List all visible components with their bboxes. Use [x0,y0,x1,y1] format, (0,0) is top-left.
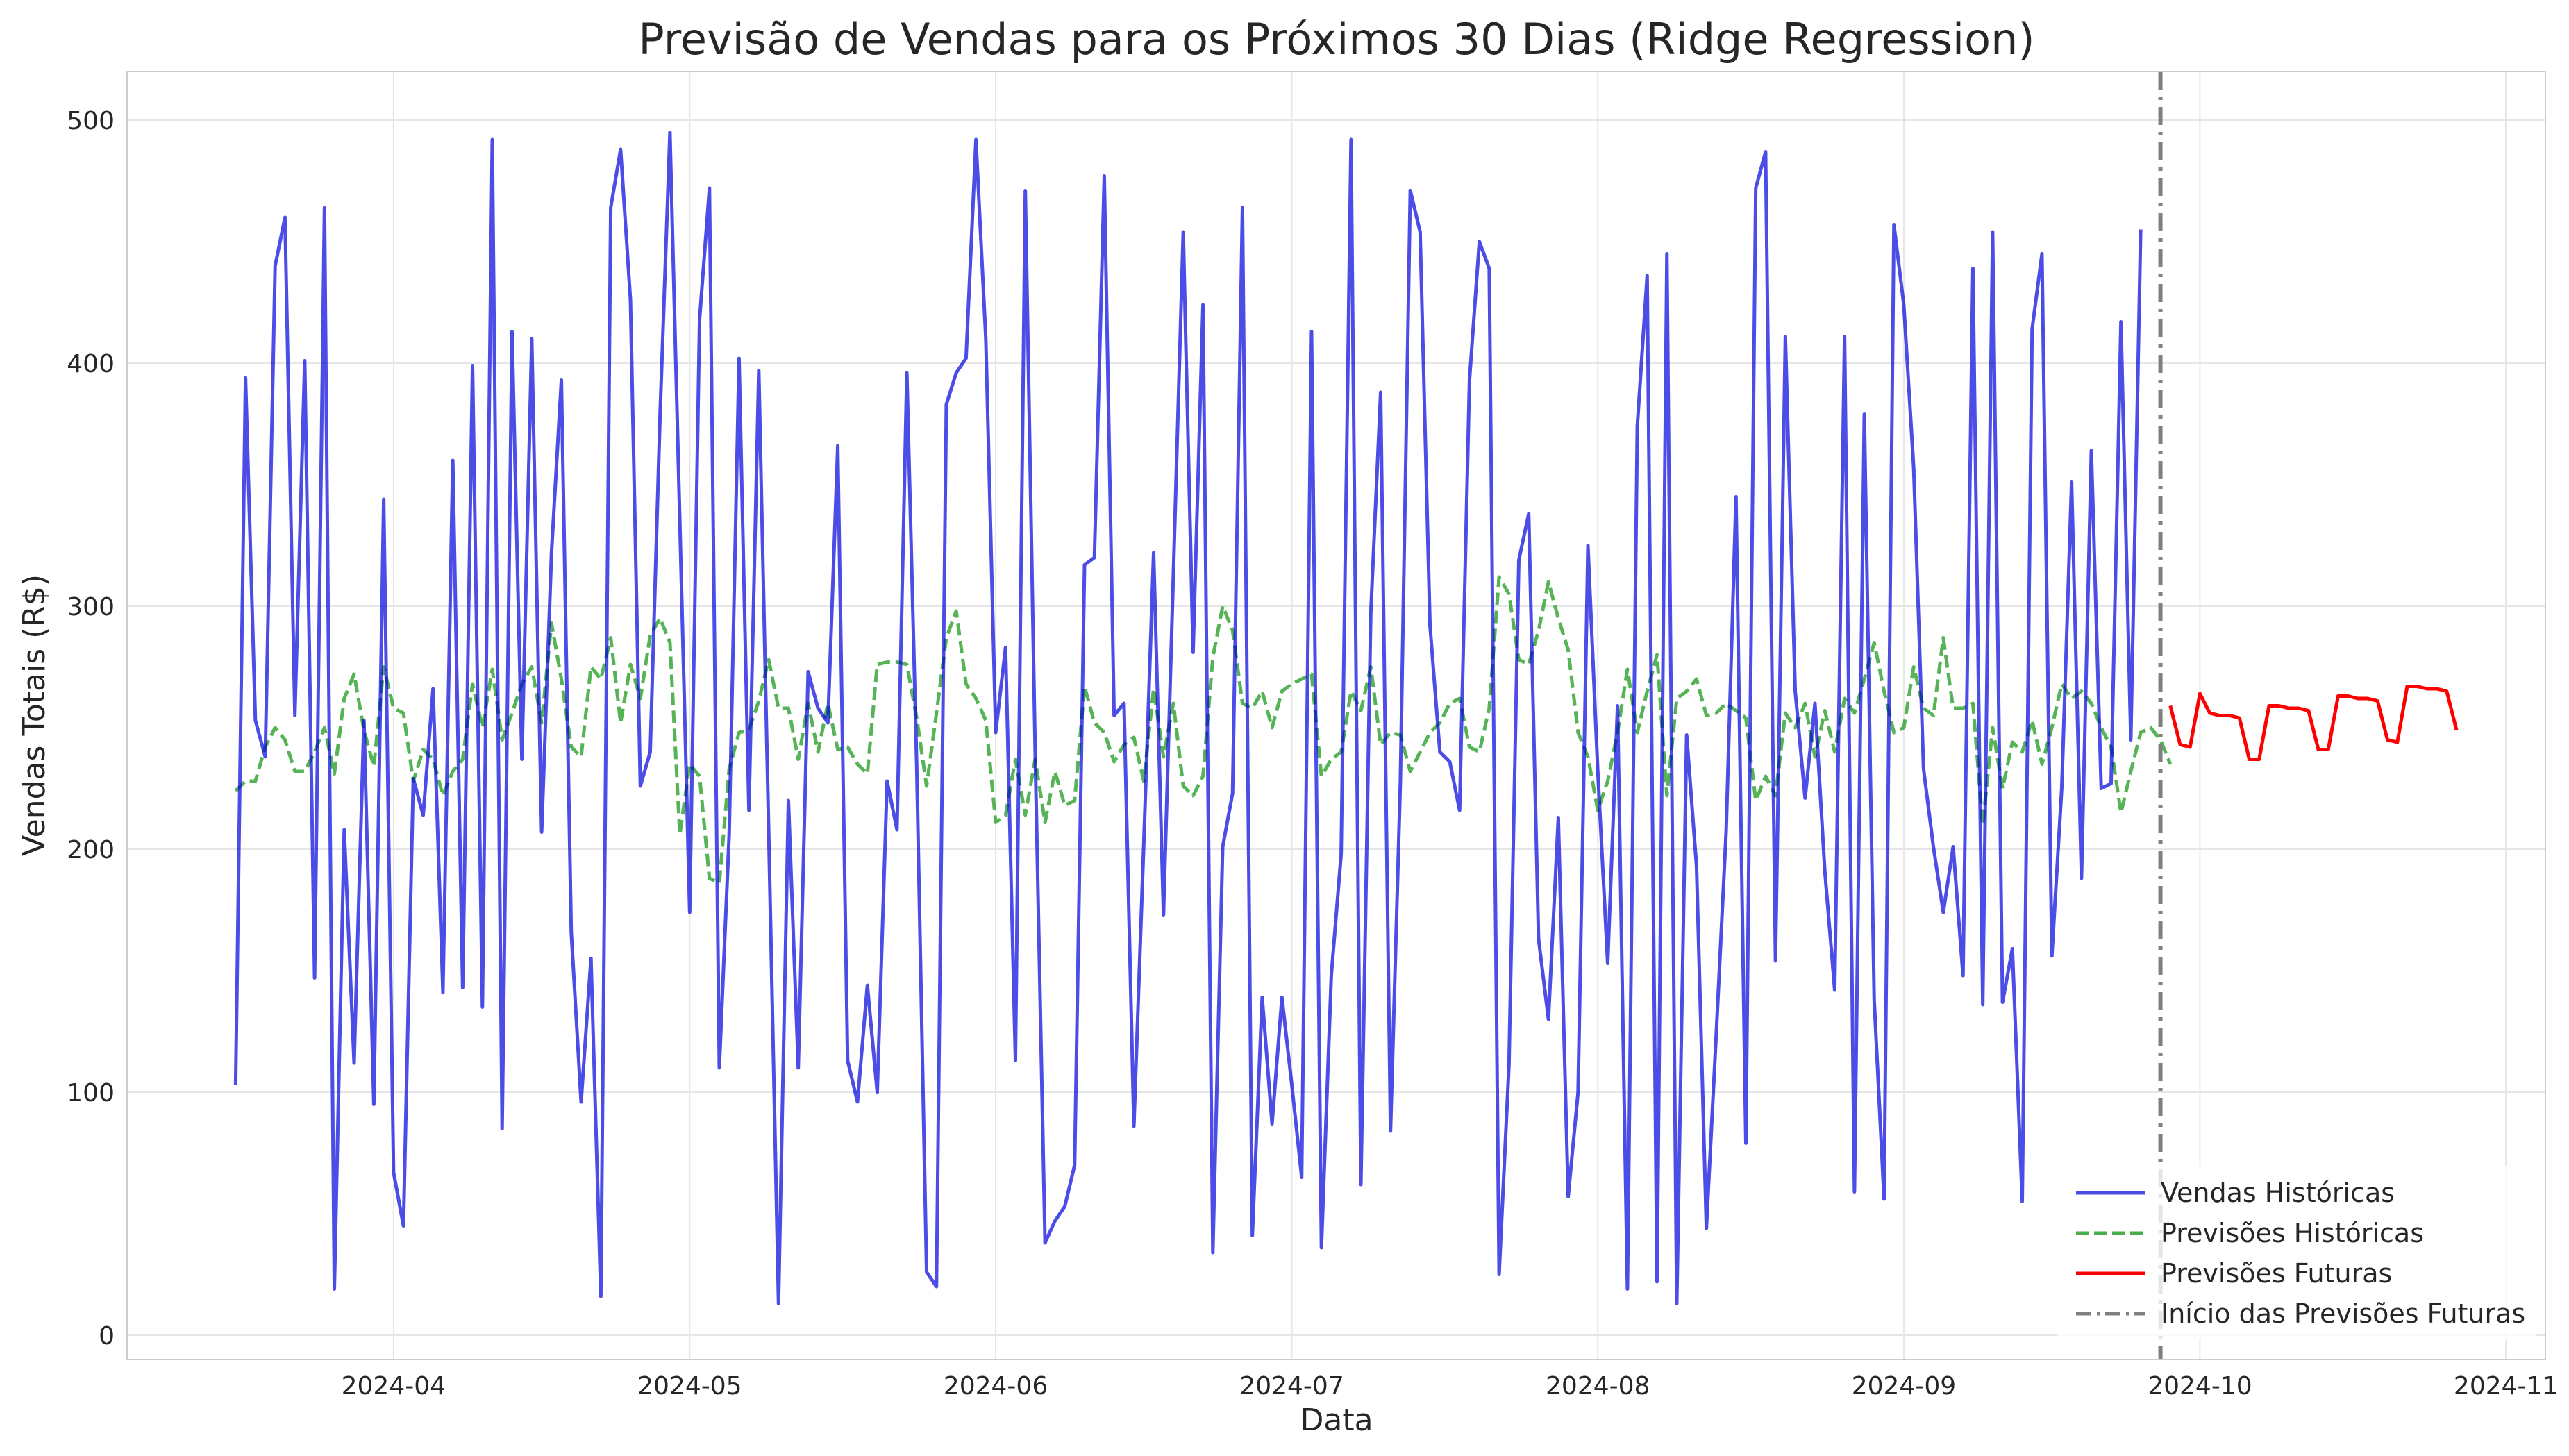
y-tick-label: 100 [67,1079,115,1107]
y-tick-label: 400 [67,350,115,378]
x-tick-label: 2024-08 [1546,1372,1650,1400]
axis-ticks: 2024-04 2024-05 2024-06 2024-07 2024-08 2024-… [67,107,2558,1400]
y-axis-title: Vendas Totais (R$) [17,574,52,856]
x-tick-label: 2024-10 [2148,1372,2252,1400]
chart-title: Previsão de Vendas para os Próximos 30 D… [638,14,2034,65]
x-tick-label: 2024-04 [342,1372,446,1400]
y-tick-label: 500 [67,107,115,135]
legend-box [2057,1166,2536,1340]
x-tick-label: 2024-07 [1239,1372,1344,1400]
previsoes-historicas-line [234,575,2173,885]
legend-label-inicio-previsoes: Início das Previsões Futuras [2161,1298,2525,1329]
legend-label-previsoes-historicas: Previsões Históricas [2161,1218,2424,1248]
legend: Vendas Históricas Previsões Históricas P… [2057,1166,2536,1340]
legend-label-previsoes-futuras: Previsões Futuras [2161,1258,2392,1289]
series-layer [233,72,2459,1359]
vendas-historicas-line [233,131,2143,1305]
y-tick-label: 300 [67,593,115,621]
y-tick-label: 0 [99,1322,115,1350]
legend-label-vendas-historicas: Vendas Históricas [2161,1178,2395,1208]
x-tick-label: 2024-09 [1852,1372,1956,1400]
x-tick-label: 2024-11 [2454,1372,2558,1400]
plot-area [126,71,2546,1360]
x-tick-label: 2024-06 [944,1372,1048,1400]
x-tick-label: 2024-05 [637,1372,742,1400]
y-tick-label: 200 [67,836,115,864]
x-axis-title: Data [1300,1403,1373,1438]
previsoes-futuras-line [2168,685,2459,761]
